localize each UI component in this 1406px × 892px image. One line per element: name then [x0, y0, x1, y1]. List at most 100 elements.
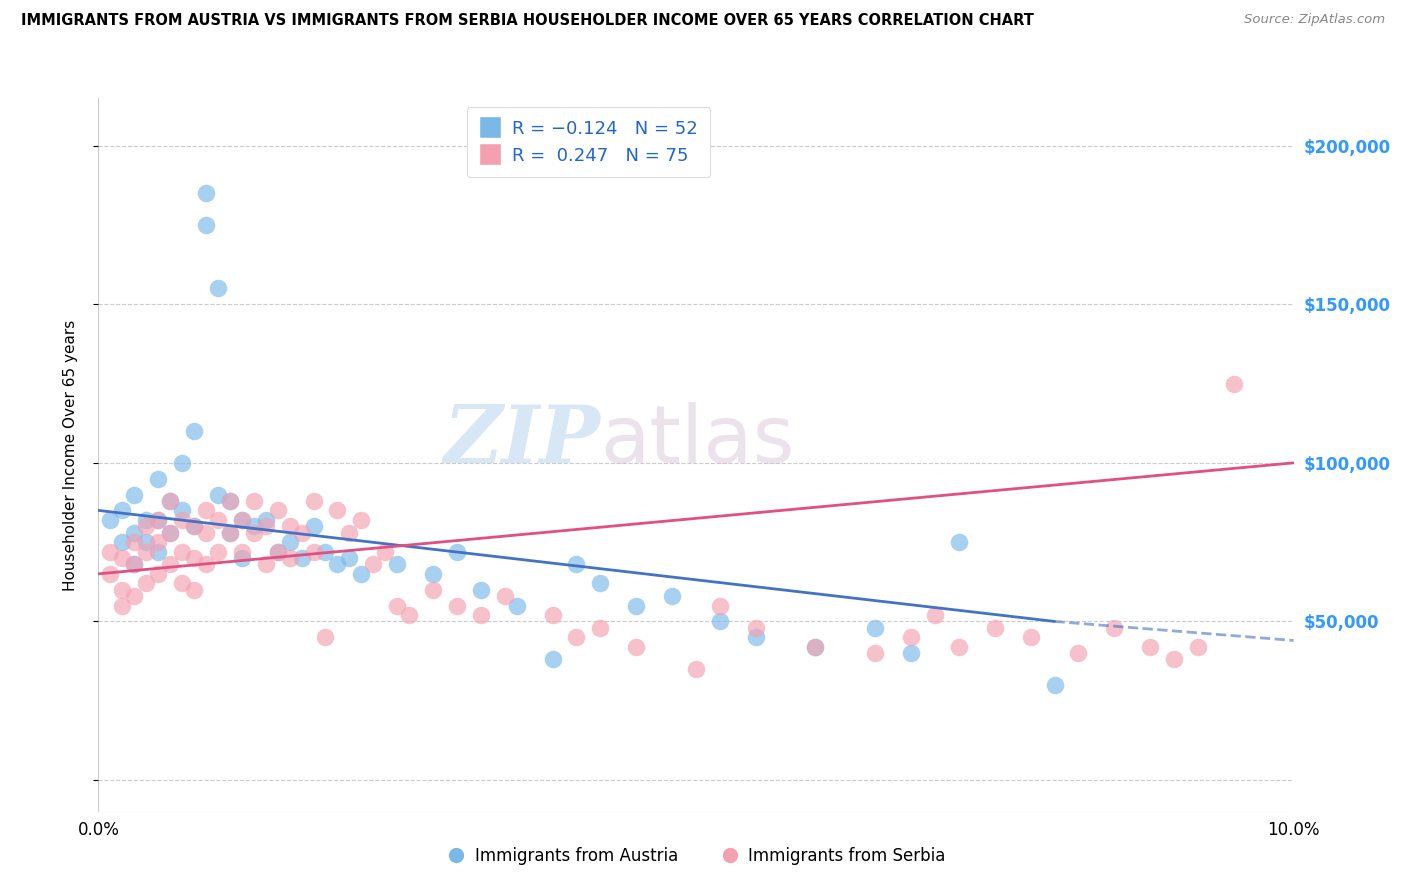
Point	[159, 525, 181, 540]
Text: IMMIGRANTS FROM AUSTRIA VS IMMIGRANTS FROM SERBIA HOUSEHOLDER INCOME OVER 65 YEA: IMMIGRANTS FROM AUSTRIA VS IMMIGRANTS FR…	[21, 13, 1033, 29]
Point	[254, 558, 277, 572]
Point	[231, 513, 253, 527]
Point	[111, 599, 134, 613]
Text: atlas: atlas	[600, 401, 794, 480]
Point	[385, 558, 409, 572]
Point	[541, 652, 564, 666]
Point	[804, 640, 827, 654]
Point	[745, 630, 768, 644]
Point	[148, 566, 170, 581]
Text: ZIP: ZIP	[443, 402, 600, 479]
Point	[446, 544, 468, 558]
Point	[124, 525, 146, 540]
Point	[219, 494, 242, 508]
Point	[183, 519, 205, 533]
Point	[111, 582, 134, 597]
Point	[302, 544, 325, 558]
Point	[243, 494, 266, 508]
Point	[267, 544, 290, 558]
Point	[1019, 630, 1042, 644]
Point	[195, 186, 218, 201]
Legend: Immigrants from Austria, Immigrants from Serbia: Immigrants from Austria, Immigrants from…	[440, 840, 952, 871]
Point	[470, 608, 492, 623]
Point	[111, 503, 134, 517]
Point	[219, 525, 242, 540]
Point	[135, 576, 157, 591]
Point	[172, 456, 194, 470]
Point	[159, 494, 181, 508]
Point	[148, 513, 170, 527]
Point	[984, 621, 1007, 635]
Point	[1067, 646, 1090, 660]
Point	[243, 525, 266, 540]
Point	[291, 551, 314, 566]
Point	[565, 630, 588, 644]
Point	[900, 630, 922, 644]
Point	[302, 494, 325, 508]
Point	[231, 513, 253, 527]
Point	[745, 621, 768, 635]
Point	[243, 519, 266, 533]
Point	[302, 519, 325, 533]
Point	[148, 535, 170, 549]
Point	[172, 503, 194, 517]
Point	[195, 558, 218, 572]
Point	[1163, 652, 1185, 666]
Point	[350, 513, 373, 527]
Point	[124, 487, 146, 501]
Point	[207, 487, 229, 501]
Point	[278, 535, 301, 549]
Point	[124, 535, 146, 549]
Point	[183, 582, 205, 597]
Point	[135, 513, 157, 527]
Point	[183, 424, 205, 438]
Point	[709, 615, 731, 629]
Point	[148, 472, 170, 486]
Point	[159, 558, 181, 572]
Point	[135, 544, 157, 558]
Point	[172, 544, 194, 558]
Point	[948, 640, 970, 654]
Y-axis label: Householder Income Over 65 years: Householder Income Over 65 years	[63, 319, 77, 591]
Point	[1223, 376, 1246, 391]
Point	[291, 525, 314, 540]
Point	[1043, 678, 1066, 692]
Point	[865, 621, 887, 635]
Point	[470, 582, 492, 597]
Point	[804, 640, 827, 654]
Text: Source: ZipAtlas.com: Source: ZipAtlas.com	[1244, 13, 1385, 27]
Point	[195, 218, 218, 232]
Point	[267, 503, 290, 517]
Point	[172, 513, 194, 527]
Point	[422, 566, 444, 581]
Point	[315, 630, 337, 644]
Point	[363, 558, 385, 572]
Point	[339, 525, 360, 540]
Point	[315, 544, 337, 558]
Point	[219, 494, 242, 508]
Point	[124, 558, 146, 572]
Point	[339, 551, 360, 566]
Point	[422, 582, 444, 597]
Point	[948, 535, 970, 549]
Point	[1139, 640, 1161, 654]
Point	[446, 599, 468, 613]
Point	[1187, 640, 1209, 654]
Point	[709, 599, 731, 613]
Point	[589, 576, 612, 591]
Point	[685, 662, 707, 676]
Point	[1104, 621, 1126, 635]
Point	[159, 494, 181, 508]
Point	[924, 608, 946, 623]
Point	[326, 503, 349, 517]
Point	[124, 558, 146, 572]
Point	[100, 513, 122, 527]
Point	[278, 519, 301, 533]
Point	[494, 589, 516, 603]
Point	[267, 544, 290, 558]
Point	[254, 513, 277, 527]
Point	[207, 281, 229, 295]
Point	[172, 576, 194, 591]
Point	[350, 566, 373, 581]
Point	[111, 535, 134, 549]
